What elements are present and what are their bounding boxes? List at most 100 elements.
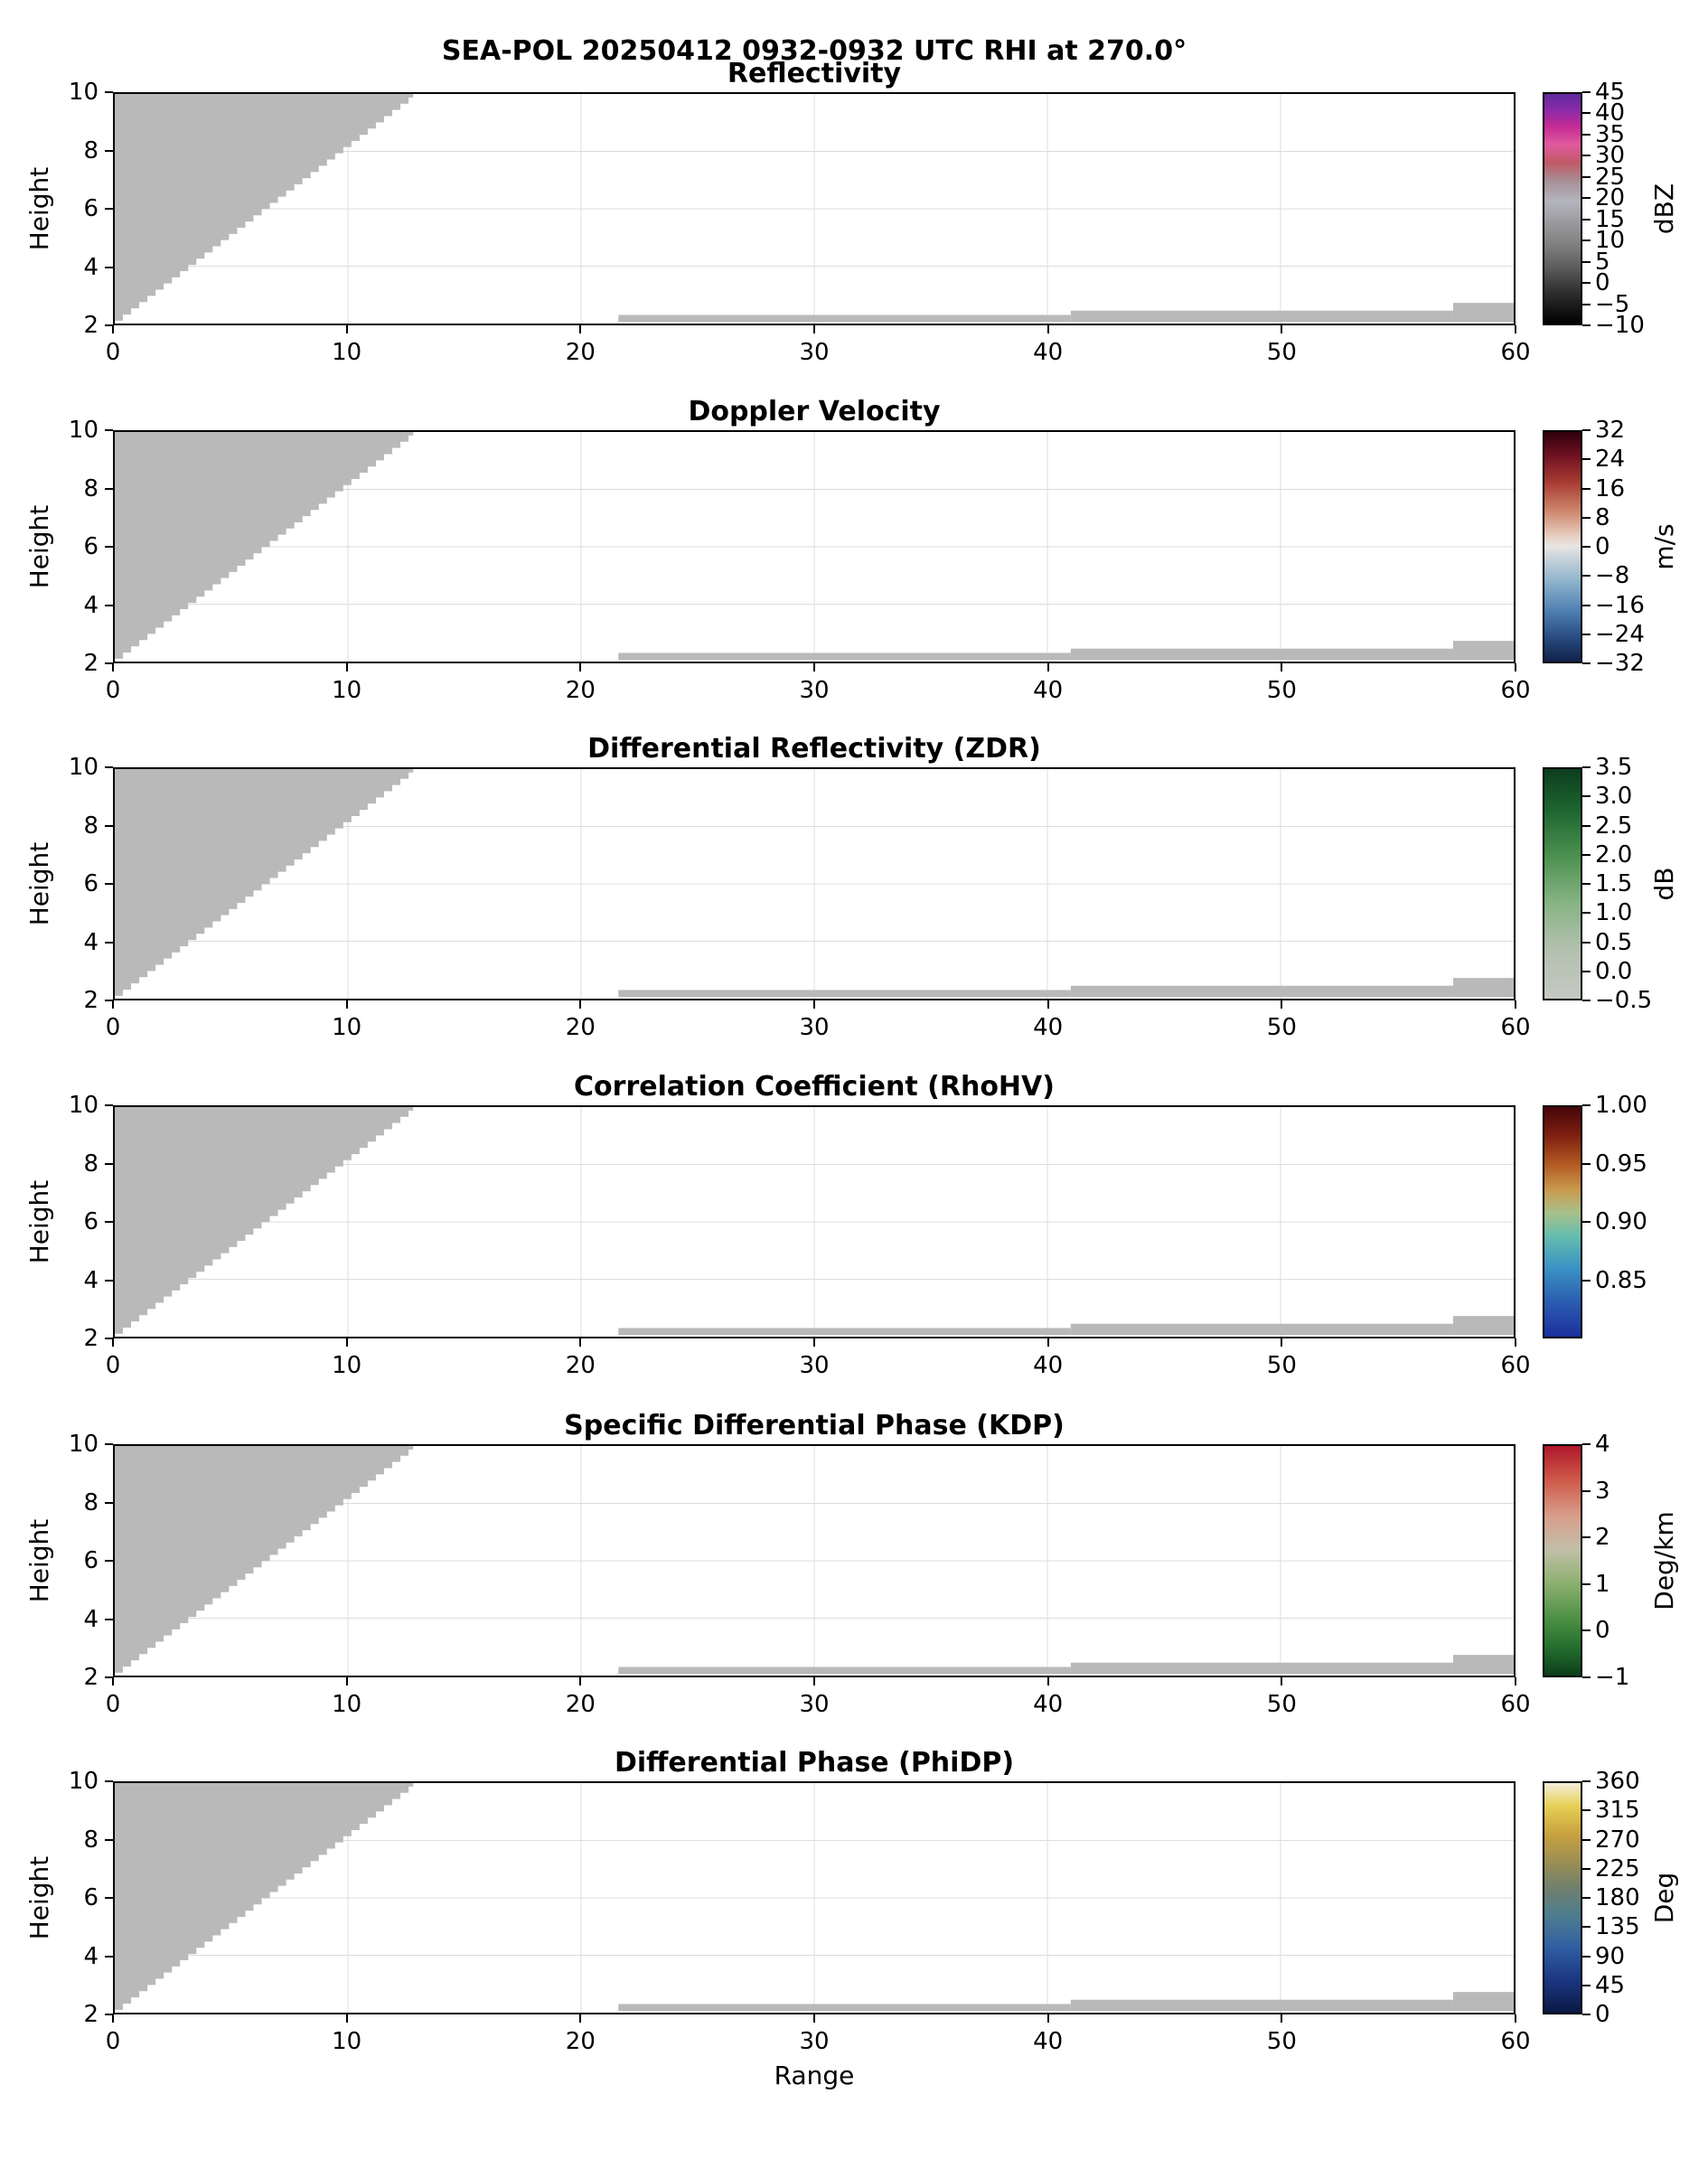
y-tick-label: 4: [83, 591, 99, 619]
y-axis-label: Height: [24, 166, 54, 251]
colorbar-tick-label: 3: [1595, 1477, 1610, 1505]
y-tick: [105, 1104, 113, 1106]
x-tick-label: 50: [1266, 1352, 1297, 1379]
x-tick: [112, 663, 114, 671]
colorbar-tick: [1582, 133, 1591, 136]
x-tick-label: 0: [105, 1352, 121, 1379]
y-axis-label: Height: [24, 1855, 54, 1940]
plot-area-kdp: [113, 1444, 1516, 1677]
colorbar-tick-label: 360: [1595, 1768, 1640, 1795]
x-tick: [1515, 2014, 1516, 2023]
colorbar-tick-label: −8: [1595, 562, 1630, 590]
y-tick-label: 8: [83, 1150, 99, 1178]
x-tick-label: 30: [799, 1352, 830, 1379]
x-tick: [579, 1338, 582, 1347]
colorbar-tick: [1582, 853, 1591, 856]
colorbar-tick-label: 225: [1595, 1854, 1640, 1883]
colorbar-tick-label: 1.5: [1595, 870, 1633, 897]
colorbar-tick-label: 30: [1595, 142, 1626, 170]
y-tick: [105, 546, 113, 548]
x-tick-label: 10: [332, 339, 362, 366]
y-tick: [105, 1955, 113, 1958]
colorbar-tick: [1582, 155, 1591, 157]
x-tick-label: 30: [799, 2028, 830, 2055]
colorbar-tick: [1582, 1984, 1591, 1986]
x-tick-label: 20: [565, 1691, 596, 1718]
y-tick: [105, 429, 113, 431]
y-tick: [105, 2014, 113, 2015]
figure-title: SEA-POL 20250412 0932-0932 UTC RHI at 27…: [441, 35, 1187, 67]
colorbar-tick: [1582, 429, 1591, 431]
y-tick-label: 2: [83, 1325, 99, 1352]
y-tick: [105, 824, 113, 827]
colorbar-tick-label: 10: [1595, 227, 1626, 255]
plot-area-reflectivity: [113, 92, 1516, 325]
mask-strip-1: [1070, 985, 1453, 998]
x-tick: [1281, 2014, 1283, 2023]
y-tick: [105, 1838, 113, 1841]
x-tick: [345, 1338, 348, 1347]
colorbar-unit-phidp: Deg: [1649, 1872, 1679, 1924]
x-tick: [1515, 325, 1516, 333]
x-tick: [813, 1677, 815, 1685]
y-tick-label: 6: [83, 195, 99, 222]
x-tick: [579, 1000, 582, 1009]
y-tick: [105, 1560, 113, 1562]
colorbar-tick: [1582, 175, 1591, 178]
colorbar-tick: [1582, 883, 1591, 885]
panel-title-phidp: Differential Phase (PhiDP): [614, 1747, 1015, 1779]
colorbar-tick: [1582, 303, 1591, 305]
colorbar-tick: [1582, 633, 1591, 635]
colorbar-tick: [1582, 795, 1591, 798]
colorbar-tick: [1582, 2014, 1591, 2015]
colorbar-tick: [1582, 662, 1591, 664]
mask-wedge: [115, 94, 414, 321]
colorbar-tick-label: 90: [1595, 1942, 1626, 1970]
mask-wedge: [115, 769, 414, 996]
colorbar-tick: [1582, 941, 1591, 944]
colorbar-tick: [1582, 197, 1591, 200]
colorbar-tick: [1582, 1926, 1591, 1929]
colorbar-tick-label: 0: [1595, 2001, 1610, 2028]
colorbar-tick: [1582, 91, 1591, 93]
colorbar-tick-label: 135: [1595, 1913, 1640, 1941]
colorbar-tick: [1582, 1221, 1591, 1223]
y-tick-label: 10: [68, 754, 99, 781]
colorbar-tick: [1582, 1897, 1591, 1899]
y-tick-label: 4: [83, 1942, 99, 1970]
y-tick-label: 10: [68, 79, 99, 106]
x-tick: [345, 663, 348, 671]
y-tick-label: 2: [83, 312, 99, 339]
x-tick-label: 40: [1033, 2028, 1064, 2055]
panel-title-kdp: Specific Differential Phase (KDP): [564, 1410, 1065, 1441]
plot-svg-rhohv: [115, 1107, 1514, 1337]
colorbar-tick: [1582, 1443, 1591, 1445]
plot-svg-zdr: [115, 769, 1514, 999]
x-tick-label: 40: [1033, 339, 1064, 366]
mask-strip-2: [1452, 1655, 1514, 1675]
colorbar-tick: [1582, 970, 1591, 972]
colorbar-unit-zdr: dB: [1649, 867, 1679, 901]
x-tick-label: 60: [1500, 1691, 1531, 1718]
mask-strip-2: [1452, 303, 1514, 323]
colorbar-unit-reflectivity: dBZ: [1649, 183, 1679, 235]
x-tick-label: 50: [1266, 1691, 1297, 1718]
y-tick-label: 8: [83, 1488, 99, 1516]
x-tick-label: 10: [332, 1352, 362, 1379]
y-tick-label: 6: [83, 870, 99, 897]
colorbar-tick-label: 0.85: [1595, 1266, 1647, 1294]
panel-title-zdr: Differential Reflectivity (ZDR): [587, 733, 1041, 765]
colorbar-tick: [1582, 1536, 1591, 1539]
mask-strip-2: [1452, 1992, 1514, 2012]
colorbar-tick: [1582, 1629, 1591, 1632]
colorbar-tick-label: 3.0: [1595, 783, 1633, 811]
colorbar-tick-label: 270: [1595, 1826, 1640, 1854]
x-tick-label: 20: [565, 677, 596, 704]
y-tick-label: 8: [83, 136, 99, 164]
x-tick: [813, 663, 815, 671]
y-tick-label: 8: [83, 812, 99, 840]
y-tick: [105, 487, 113, 490]
x-tick-label: 60: [1500, 677, 1531, 704]
y-tick-label: 4: [83, 928, 99, 956]
plot-area-zdr: [113, 767, 1516, 1000]
